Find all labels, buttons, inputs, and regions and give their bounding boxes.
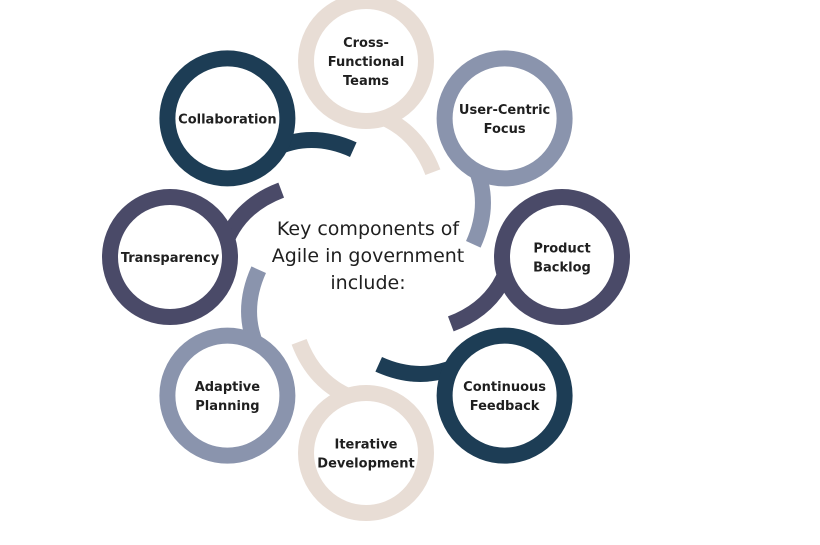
cross-functional-teams-label: Cross- Functional Teams (328, 36, 405, 89)
loop-rings (102, 0, 630, 521)
user-centric-focus-label: User-Centric Focus (459, 103, 550, 137)
continuous-feedback-label: Continuous Feedback (463, 380, 546, 414)
adaptive-planning-label-line: Adaptive (195, 380, 261, 395)
adaptive-planning-label-line: Planning (195, 399, 259, 414)
continuous-feedback-label-line: Continuous (463, 380, 546, 395)
product-backlog-label: Product Backlog (533, 242, 591, 276)
user-centric-focus-ring (436, 50, 573, 187)
transparency-label: Transparency (121, 251, 220, 266)
collaboration-ring (159, 50, 296, 187)
cross-functional-teams-label-line: Functional (328, 55, 405, 70)
center-title: Key components of Agile in government incl… (272, 218, 465, 294)
center-title-line: include: (330, 272, 405, 294)
product-backlog-label-line: Product (533, 242, 590, 257)
iterative-development-ring (298, 385, 434, 521)
iterative-development-label-line: Iterative (334, 438, 397, 453)
iterative-development-label: Iterative Development (317, 438, 414, 472)
user-centric-focus-label-line: User-Centric (459, 103, 550, 118)
product-backlog-label-line: Backlog (533, 261, 591, 276)
product-backlog-ring (494, 189, 630, 325)
continuous-feedback-label-line: Feedback (470, 399, 540, 414)
cross-functional-teams-label-line: Cross- (343, 36, 389, 51)
transparency-ring (102, 189, 238, 325)
iterative-development-label-line: Development (317, 457, 414, 472)
user-centric-focus-label-line: Focus (484, 122, 526, 137)
adaptive-planning-ring (159, 327, 296, 464)
adaptive-planning-label: Adaptive Planning (195, 380, 261, 414)
transparency-label-line: Transparency (121, 251, 220, 266)
continuous-feedback-ring (436, 327, 573, 464)
collaboration-label: Collaboration (178, 112, 276, 127)
collaboration-label-line: Collaboration (178, 112, 276, 127)
center-title-line: Agile in government (272, 245, 465, 267)
cross-functional-teams-ring (298, 0, 434, 129)
loop-labels: Cross- Functional Teams User-Centric Focus Pr… (121, 36, 591, 472)
center-title-line: Key components of (277, 218, 461, 240)
cross-functional-teams-label-line: Teams (343, 74, 389, 89)
